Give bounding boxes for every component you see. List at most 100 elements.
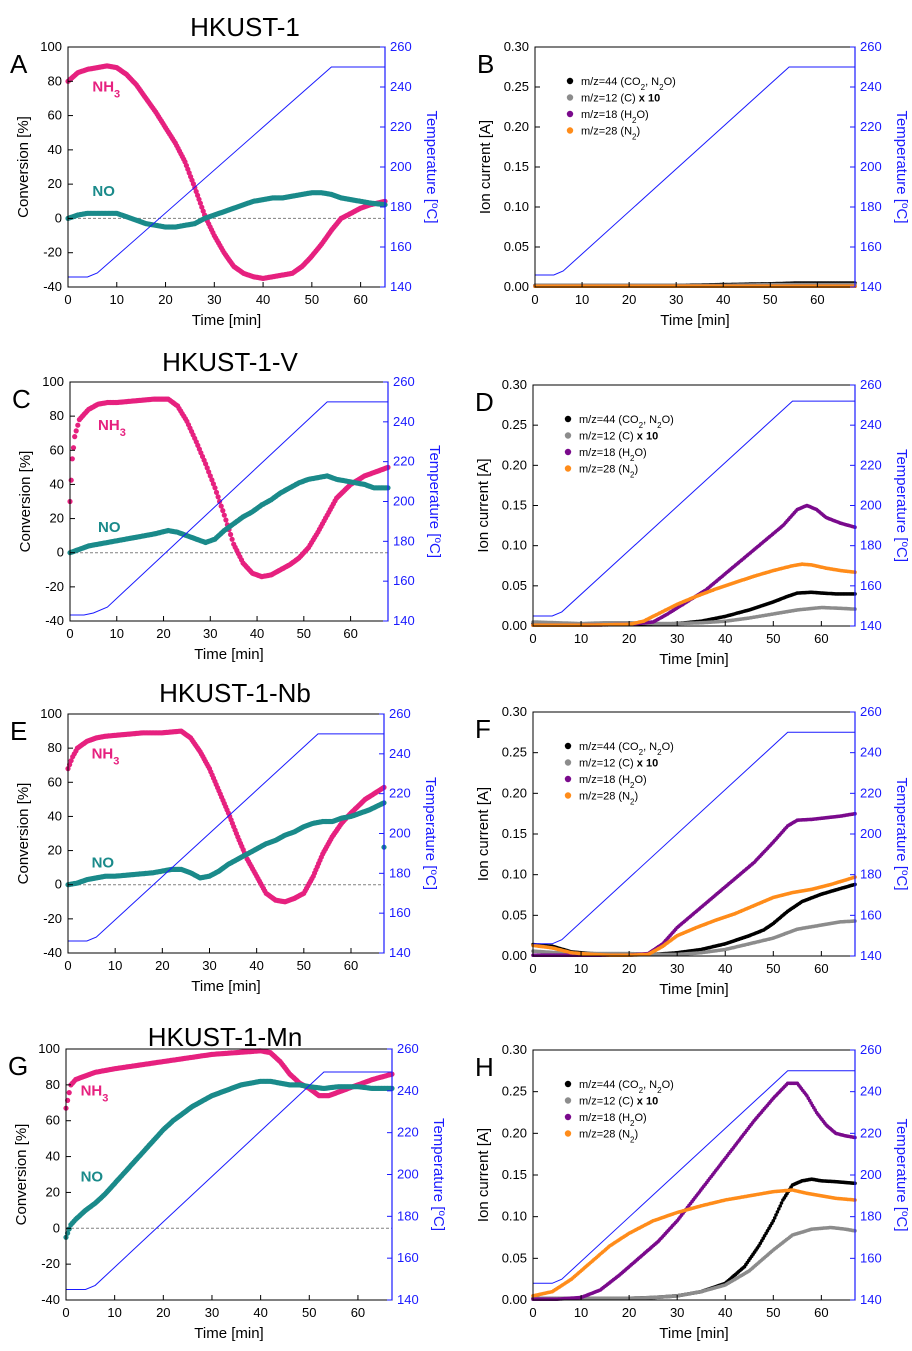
y2-tick-label: 160 xyxy=(393,573,415,588)
x-tick-label: 20 xyxy=(155,958,169,973)
y2-tick-label: 260 xyxy=(860,39,882,54)
y-tick-label: 0.15 xyxy=(502,498,527,513)
y2-axis-title: Temperature [oC] xyxy=(893,110,911,223)
y-axis-title: Conversion [%] xyxy=(13,1124,30,1226)
data-point xyxy=(217,498,223,505)
y2-tick-label: 200 xyxy=(860,498,882,513)
legend-marker-m12 xyxy=(564,432,572,439)
x-tick-label: 40 xyxy=(253,1305,267,1320)
y2-tick-label: 220 xyxy=(860,119,882,134)
legend-marker-m44 xyxy=(564,415,572,423)
series-label-no: NO xyxy=(81,1169,104,1186)
y2-tick-label: 180 xyxy=(393,533,415,548)
data-point xyxy=(68,477,74,483)
x-tick-label: 60 xyxy=(351,1305,365,1320)
text-run: NO xyxy=(92,183,115,200)
data-point xyxy=(223,517,229,523)
text-run: 3 xyxy=(113,755,119,767)
text-run: o xyxy=(433,537,444,543)
text-run: 2 xyxy=(641,83,646,92)
text-run: C] xyxy=(893,876,910,891)
x-tick-label: 50 xyxy=(763,292,777,307)
text-run: Temperature [ xyxy=(893,110,910,203)
y-tick-label: -40 xyxy=(43,945,62,960)
y-tick-label: 80 xyxy=(48,740,62,755)
text-run: m/z=28 (N xyxy=(579,791,630,803)
data-point xyxy=(218,503,224,509)
y-tick-label: 20 xyxy=(46,1184,60,1199)
y2-tick-label: 160 xyxy=(860,239,882,254)
data-point xyxy=(200,208,206,214)
y-tick-label: 60 xyxy=(46,1113,60,1128)
y-tick-label: 20 xyxy=(50,511,64,526)
y-tick-label: 100 xyxy=(40,39,62,54)
y-tick-label: 0 xyxy=(57,545,64,560)
y2-tick-label: 220 xyxy=(860,457,882,472)
legend: m/z=44 (CO2, N2O)m/z=12 (C) x 10m/z=18 (… xyxy=(566,76,676,141)
series-no xyxy=(67,473,391,556)
y2-tick-label: 160 xyxy=(860,578,882,593)
x-tick-label: 20 xyxy=(156,1305,170,1320)
series-label-no: NO xyxy=(92,855,115,872)
data-point xyxy=(204,465,210,471)
x-tick-label: 10 xyxy=(107,1305,121,1320)
data-point xyxy=(206,469,212,475)
y-tick-label: 0.05 xyxy=(502,578,527,593)
data-point xyxy=(210,481,216,487)
temperature-line xyxy=(535,66,855,276)
data-point xyxy=(72,434,78,440)
text-run: m/z=12 (C) xyxy=(579,758,634,770)
text-run: C] xyxy=(423,209,440,224)
y2-tick-label: 180 xyxy=(389,865,411,880)
y-tick-label: -20 xyxy=(43,911,62,926)
x-tick-label: 20 xyxy=(158,292,172,307)
text-run: Temperature [ xyxy=(430,1118,447,1211)
text-run: O) xyxy=(637,109,649,121)
x-tick-label: 40 xyxy=(256,292,270,307)
panel-letter: H xyxy=(475,1052,494,1082)
y-tick-label: 80 xyxy=(46,1077,60,1092)
x-tick-label: 20 xyxy=(622,961,636,976)
text-run: o xyxy=(900,203,911,209)
text-run: O) xyxy=(662,741,674,753)
x-tick-label: 30 xyxy=(670,631,684,646)
text-run: C] xyxy=(430,1216,447,1231)
y-tick-label: 20 xyxy=(48,176,62,191)
x-tick-label: 30 xyxy=(202,958,216,973)
x-tick-label: 0 xyxy=(64,958,71,973)
y-tick-label: 0.20 xyxy=(504,119,529,134)
y-tick-label: 0.15 xyxy=(502,826,527,841)
text-run: NH xyxy=(81,1083,103,1100)
y-tick-label: 0.10 xyxy=(502,867,527,882)
text-run: m/z=18 (H xyxy=(581,109,632,121)
y2-tick-label: 260 xyxy=(397,1041,419,1056)
text-run: Temperature [ xyxy=(423,110,440,203)
legend-marker-m12 xyxy=(566,94,574,101)
panels-group: A0 10 20 30 40 50 60-40-2002040608010014016018… xyxy=(8,39,911,1342)
legend-marker-m28 xyxy=(564,465,572,472)
y-tick-label: 0 xyxy=(53,1220,60,1235)
y-axis-title: Conversion [%] xyxy=(15,783,32,885)
x-tick-label: 50 xyxy=(297,626,311,641)
text-run: ) xyxy=(635,464,639,476)
x-axis-title: Time [min] xyxy=(194,646,263,663)
y-tick-label: -40 xyxy=(43,279,62,294)
y2-tick-label: 180 xyxy=(860,538,882,553)
data-point xyxy=(70,445,77,451)
x-tick-label: 50 xyxy=(297,958,311,973)
temperature-line xyxy=(68,66,385,278)
row-title-2: HKUST-1-V xyxy=(162,347,298,377)
y2-tick-label: 160 xyxy=(389,905,411,920)
text-run: 2 xyxy=(659,83,664,92)
x-axis-title: Time [min] xyxy=(194,1325,263,1342)
text-run: NH xyxy=(92,79,114,96)
y-tick-label: 60 xyxy=(48,108,62,123)
y2-tick-label: 140 xyxy=(389,945,411,960)
x-tick-label: 20 xyxy=(622,631,636,646)
y-tick-label: 60 xyxy=(48,774,62,789)
text-run: m/z=28 (N xyxy=(581,126,632,138)
text-run: 3 xyxy=(102,1093,108,1105)
y-tick-label: 0.10 xyxy=(504,199,529,214)
chart-panel-d: D0 10 20 30 40 50 600.000.050.100.150.200.250.… xyxy=(475,377,911,668)
y-tick-label: 0.30 xyxy=(502,704,527,719)
